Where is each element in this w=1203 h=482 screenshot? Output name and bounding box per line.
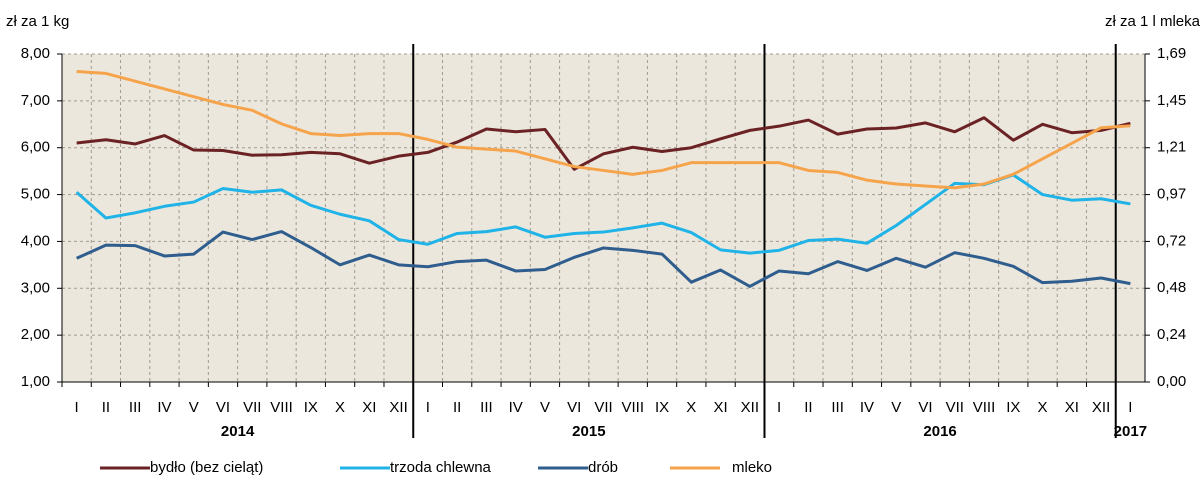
x-tick-label: V <box>891 399 901 416</box>
x-tick-label: II <box>453 399 461 416</box>
x-tick-label: VI <box>567 399 581 416</box>
x-tick-label: VIII <box>973 399 996 416</box>
legend-label: trzoda chlewna <box>390 459 492 476</box>
y2-axis-label: zł za 1 l mleka <box>1105 13 1201 30</box>
x-tick-label: VIII <box>270 399 293 416</box>
y2-tick-label: 1,45 <box>1157 92 1186 109</box>
x-tick-label: I <box>777 399 781 416</box>
x-tick-label: I <box>426 399 430 416</box>
series-line <box>76 230 1131 288</box>
x-tick-label: VII <box>946 399 964 416</box>
x-tick-label: XII <box>741 399 759 416</box>
x-tick-label: VII <box>594 399 612 416</box>
y-tick-label: 4,00 <box>21 232 50 249</box>
series-line <box>76 69 1131 190</box>
x-tick-label: XI <box>1065 399 1079 416</box>
x-tick-label: IV <box>860 399 874 416</box>
x-tick-label: I <box>75 399 79 416</box>
x-tick-label: XII <box>1092 399 1110 416</box>
y-tick-label: 2,00 <box>21 326 50 343</box>
y2-tick-label: 1,69 <box>1157 45 1186 62</box>
y-tick-label: 7,00 <box>21 92 50 109</box>
x-tick-label: XI <box>362 399 376 416</box>
x-tick-label: X <box>1038 399 1048 416</box>
x-tick-label: I <box>1128 399 1132 416</box>
year-label: 2014 <box>221 423 255 440</box>
y2-tick-label: 0,48 <box>1157 279 1186 296</box>
x-tick-label: II <box>804 399 812 416</box>
x-tick-label: III <box>831 399 844 416</box>
y2-tick-label: 0,00 <box>1157 373 1186 390</box>
y2-tick-label: 0,24 <box>1157 326 1186 343</box>
y-axis-label: zł za 1 kg <box>6 13 69 30</box>
series-line <box>75 173 1131 255</box>
x-tick-label: VI <box>918 399 932 416</box>
x-tick-label: VIII <box>622 399 645 416</box>
y2-tick-label: 1,21 <box>1157 139 1186 156</box>
x-tick-label: VII <box>243 399 261 416</box>
y2-tick-label: 0,72 <box>1157 232 1186 249</box>
x-tick-label: VI <box>216 399 230 416</box>
plot-area <box>62 54 1145 382</box>
legend-label: drób <box>588 459 618 476</box>
y2-tick-label: 0,97 <box>1157 186 1186 203</box>
x-tick-label: V <box>189 399 199 416</box>
legend-label: bydło (bez cieląt) <box>150 459 263 476</box>
x-tick-label: XI <box>713 399 727 416</box>
x-tick-label: II <box>102 399 110 416</box>
year-label: 2017 <box>1114 423 1147 440</box>
x-tick-label: III <box>129 399 142 416</box>
x-tick-label: III <box>480 399 493 416</box>
x-tick-label: IX <box>1006 399 1020 416</box>
year-label: 2016 <box>923 423 956 440</box>
x-tick-label: XII <box>389 399 407 416</box>
y-tick-label: 3,00 <box>21 279 50 296</box>
x-tick-label: IV <box>509 399 523 416</box>
x-tick-label: V <box>540 399 550 416</box>
x-tick-label: X <box>335 399 345 416</box>
y-tick-label: 5,00 <box>21 186 50 203</box>
x-tick-label: IX <box>655 399 669 416</box>
x-tick-label: IX <box>304 399 318 416</box>
series-line <box>76 116 1131 171</box>
x-tick-label: X <box>686 399 696 416</box>
year-label: 2015 <box>572 423 605 440</box>
x-tick-label: IV <box>157 399 171 416</box>
y-tick-label: 6,00 <box>21 139 50 156</box>
legend-label: mleko <box>732 459 772 476</box>
y-tick-label: 1,00 <box>21 373 50 390</box>
y-tick-label: 8,00 <box>21 45 50 62</box>
